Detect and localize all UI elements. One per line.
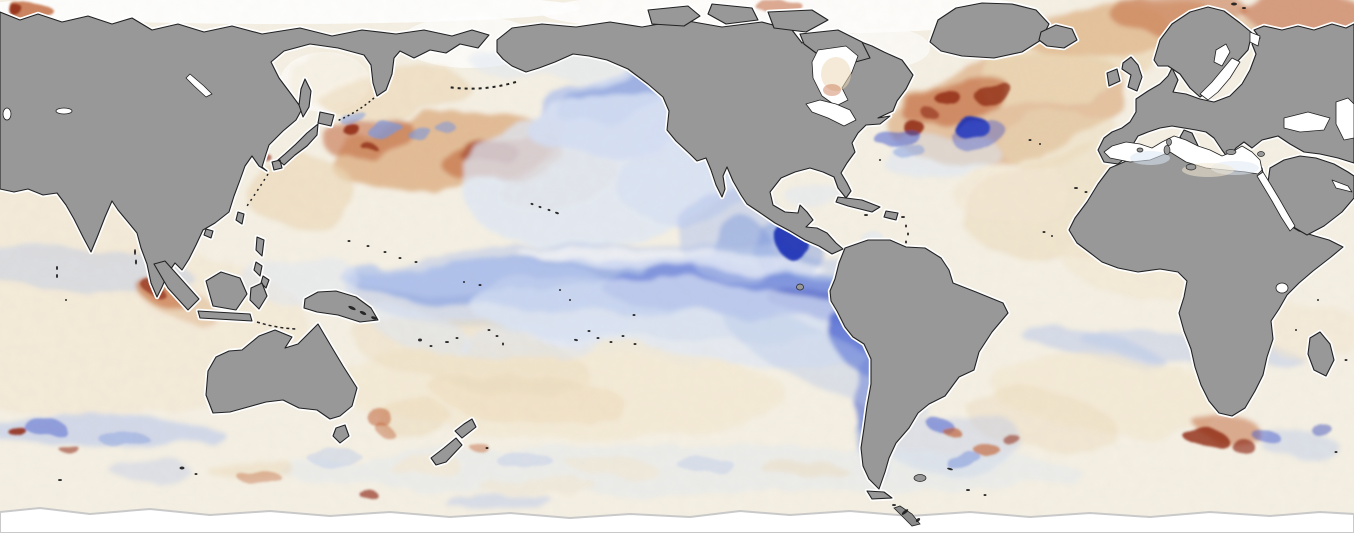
great-lakes bbox=[805, 99, 857, 127]
small-island-dots bbox=[56, 2, 1348, 522]
caspian-sea bbox=[1335, 97, 1354, 141]
black-sea bbox=[1283, 111, 1331, 133]
antarctic-peninsula bbox=[893, 505, 921, 527]
lesser-sunda-islands-arc bbox=[256, 321, 297, 330]
baltic-sea bbox=[1199, 43, 1241, 101]
lake-baikal bbox=[185, 73, 213, 98]
aral-sea bbox=[2, 107, 12, 121]
persian-gulf bbox=[1331, 179, 1353, 193]
red-sea bbox=[1256, 171, 1296, 232]
island-arcs bbox=[246, 81, 517, 330]
mediterranean-gray-islands bbox=[796, 138, 1265, 482]
lake-victoria bbox=[1275, 282, 1289, 294]
white-sea bbox=[1249, 31, 1261, 47]
ryukyu-islands-arc bbox=[246, 173, 269, 207]
antarctica-ice-edge bbox=[0, 506, 1354, 533]
kuril-islands-arc bbox=[336, 97, 375, 122]
lake-balkhash bbox=[55, 107, 73, 115]
